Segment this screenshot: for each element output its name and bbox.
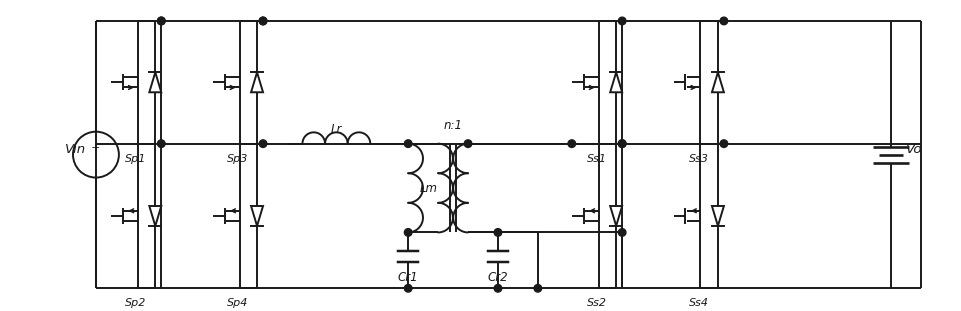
Circle shape [158,140,165,147]
Circle shape [259,17,266,25]
Circle shape [404,285,411,292]
Circle shape [404,140,411,147]
Text: Sp1: Sp1 [125,154,147,164]
Text: Ss2: Ss2 [586,298,606,308]
Circle shape [259,17,266,25]
Text: Sp2: Sp2 [125,298,147,308]
Text: Cr1: Cr1 [398,271,418,284]
Text: Lr: Lr [331,123,342,136]
Text: Ss3: Ss3 [688,154,708,164]
Circle shape [567,140,575,147]
Circle shape [618,229,626,236]
Circle shape [618,17,626,25]
Circle shape [618,140,626,147]
Circle shape [720,17,727,25]
Circle shape [158,17,165,25]
Text: Ss1: Ss1 [586,154,606,164]
Text: Lm: Lm [420,182,437,195]
Circle shape [464,140,471,147]
Circle shape [618,140,626,147]
Text: Sp4: Sp4 [227,298,248,308]
Circle shape [494,285,502,292]
Circle shape [533,285,541,292]
Text: Cr2: Cr2 [487,271,507,284]
Circle shape [404,229,411,236]
Text: Ss4: Ss4 [688,298,708,308]
Text: n:1: n:1 [443,119,462,132]
Circle shape [158,17,165,25]
Circle shape [494,229,502,236]
Circle shape [720,140,727,147]
Text: Sp3: Sp3 [227,154,248,164]
Text: +: + [91,143,101,153]
Circle shape [259,140,266,147]
Text: Vo: Vo [905,143,922,156]
Text: Vin: Vin [64,143,86,156]
